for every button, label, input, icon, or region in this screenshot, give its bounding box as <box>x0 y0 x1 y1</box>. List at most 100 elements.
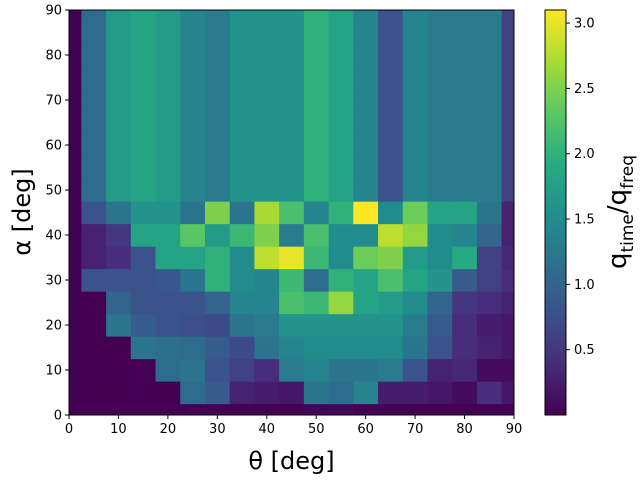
colorbar-label-q1: q <box>603 253 633 270</box>
heatmap-cell <box>328 336 354 360</box>
heatmap-cell <box>452 10 478 22</box>
heatmap-cell <box>106 178 132 202</box>
heatmap-cell <box>476 88 503 112</box>
heatmap-cell <box>303 88 329 112</box>
heatmap-cell <box>155 21 181 45</box>
heatmap-cell <box>353 178 379 202</box>
heatmap-cell <box>378 21 404 45</box>
heatmap-cell <box>501 246 515 270</box>
heatmap-cell <box>353 111 379 135</box>
heatmap-cell <box>279 268 305 292</box>
heatmap-cell <box>501 156 515 180</box>
heatmap-cell <box>81 313 107 337</box>
heatmap-cell <box>81 88 107 112</box>
heatmap-cell <box>476 156 503 180</box>
heatmap-cell <box>106 133 132 157</box>
colorbar <box>544 9 567 416</box>
heatmap-cell <box>427 358 453 382</box>
heatmap-cell <box>452 336 478 360</box>
heatmap-cell <box>279 21 305 45</box>
heatmap-cell <box>427 381 453 405</box>
heatmap-cell <box>353 291 379 315</box>
heatmap-cell <box>378 133 404 157</box>
heatmap-cell <box>180 268 206 292</box>
heatmap-cell <box>378 246 404 270</box>
heatmap-cell <box>476 223 503 247</box>
heatmap-cell <box>130 88 156 112</box>
heatmap-cell <box>254 336 280 360</box>
heatmap-cell <box>378 43 404 67</box>
heatmap-cell <box>106 21 132 45</box>
plot-frame <box>68 9 515 416</box>
heatmap-cell <box>69 66 82 90</box>
heatmap-cell <box>303 178 329 202</box>
heatmap-cell <box>155 133 181 157</box>
heatmap-cell <box>130 291 156 315</box>
heatmap-cell <box>402 336 428 360</box>
heatmap-cell <box>254 201 280 225</box>
heatmap-cell <box>303 66 329 90</box>
heatmap-cell <box>402 291 428 315</box>
heatmap-cell <box>476 381 503 405</box>
heatmap-cell <box>303 336 329 360</box>
heatmap-cell <box>427 111 453 135</box>
heatmap-cell <box>328 313 354 337</box>
heatmap-cell <box>279 358 305 382</box>
heatmap-cell <box>303 246 329 270</box>
heatmap-cell <box>303 268 329 292</box>
y-tick-label: 70 <box>45 94 62 109</box>
heatmap-cell <box>303 10 329 22</box>
heatmap-cell <box>254 403 280 416</box>
heatmap-cell <box>229 223 255 247</box>
heatmap-cell <box>402 156 428 180</box>
colorbar-tick-label: 1.0 <box>574 278 595 293</box>
heatmap-cell <box>402 10 428 22</box>
heatmap-cell <box>328 268 354 292</box>
heatmap-cell <box>353 313 379 337</box>
heatmap-cell <box>180 43 206 67</box>
heatmap-cell <box>204 313 231 337</box>
heatmap-cell <box>402 111 428 135</box>
heatmap-cell <box>254 21 280 45</box>
heatmap-cell <box>81 133 107 157</box>
heatmap-cell <box>452 43 478 67</box>
heatmap-cell <box>279 178 305 202</box>
heatmap-cell <box>229 66 255 90</box>
heatmap-cell <box>180 313 206 337</box>
heatmap-cell <box>402 358 428 382</box>
heatmap-cell <box>180 21 206 45</box>
heatmap-cell <box>254 133 280 157</box>
heatmap-cell <box>452 66 478 90</box>
heatmap-cell <box>378 268 404 292</box>
heatmap-cell <box>254 313 280 337</box>
heatmap-cell <box>106 66 132 90</box>
heatmap-cell <box>476 133 503 157</box>
heatmap-cell <box>427 223 453 247</box>
heatmap-cell <box>501 268 515 292</box>
heatmap-cell <box>476 201 503 225</box>
heatmap-cell <box>501 10 515 22</box>
heatmap-cell <box>452 111 478 135</box>
heatmap-cell <box>279 403 305 416</box>
heatmap-cell <box>254 246 280 270</box>
heatmap-cell <box>353 88 379 112</box>
heatmap-cell <box>303 201 329 225</box>
heatmap-cell <box>69 358 82 382</box>
heatmap-cell <box>81 66 107 90</box>
heatmap-cell <box>81 201 107 225</box>
heatmap-cell <box>106 403 132 416</box>
x-tick-label: 30 <box>209 422 226 437</box>
heatmap-cell <box>180 358 206 382</box>
heatmap-cell <box>130 268 156 292</box>
heatmap-cells <box>69 10 515 416</box>
heatmap-cell <box>427 246 453 270</box>
heatmap-cell <box>427 43 453 67</box>
heatmap-cell <box>229 88 255 112</box>
heatmap-cell <box>501 313 515 337</box>
heatmap-cell <box>402 21 428 45</box>
heatmap-cell <box>254 10 280 22</box>
heatmap-cell <box>229 10 255 22</box>
heatmap-cell <box>476 21 503 45</box>
heatmap-cell <box>229 268 255 292</box>
heatmap-cell <box>229 381 255 405</box>
